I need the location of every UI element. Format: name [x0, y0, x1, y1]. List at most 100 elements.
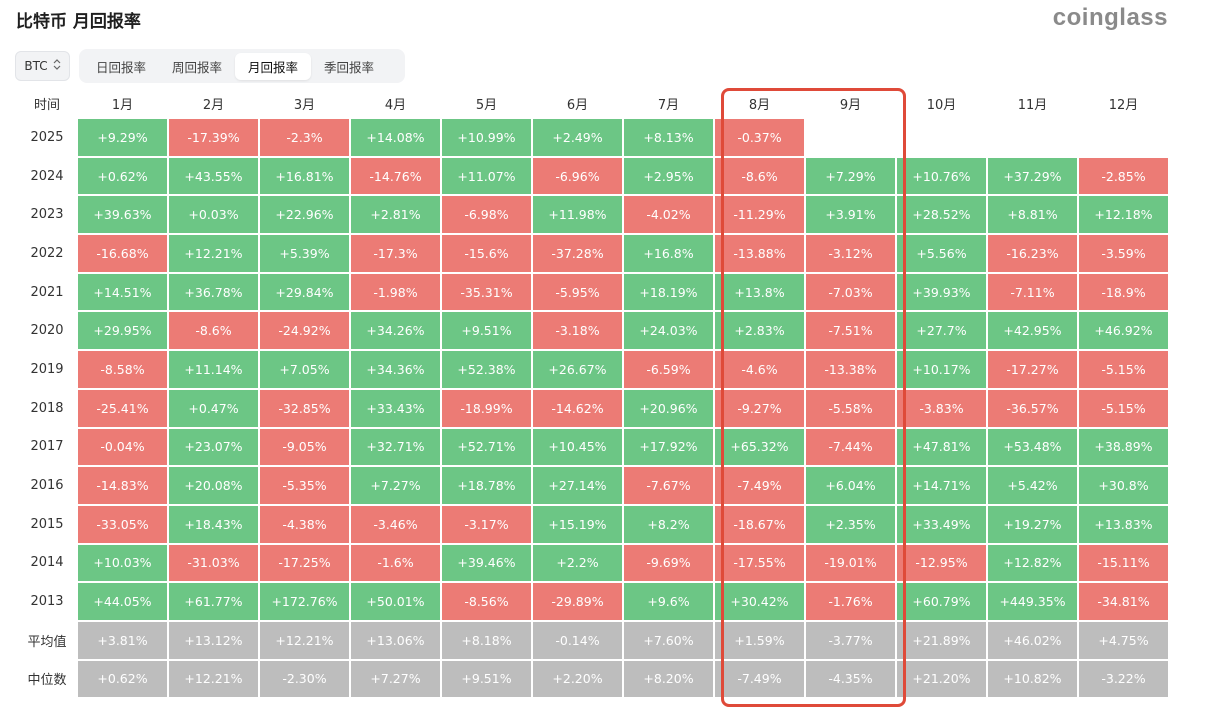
row-label: 2016: [18, 467, 76, 506]
return-cell: -16.68%: [78, 235, 167, 274]
return-cell: -1.6%: [351, 544, 440, 584]
table-row: 2016 -14.83% +20.08% -5.35% +7.27% +18.78% +27…: [18, 467, 1168, 506]
return-cell: -4.38%: [260, 505, 349, 545]
return-cell: -7.49%: [715, 467, 804, 506]
return-cell: +23.07%: [169, 428, 258, 468]
return-cell: +50.01%: [351, 583, 440, 622]
return-cell: +5.39%: [260, 235, 349, 274]
return-cell: +5.56%: [897, 235, 986, 274]
tab-monthly[interactable]: 月回报率: [235, 52, 312, 80]
tab-quarterly[interactable]: 季回报率: [324, 59, 375, 75]
return-cell: -3.12%: [806, 235, 895, 274]
return-cell: +13.83%: [1079, 505, 1168, 545]
return-cell: -3.59%: [1079, 235, 1168, 274]
return-cell: +9.6%: [624, 583, 713, 622]
return-cell: -0.04%: [78, 428, 167, 468]
table-row: 2025 +9.29% -17.39% -2.3% +14.08% +10.99% +2.4…: [18, 119, 1168, 158]
return-cell: +7.05%: [260, 351, 349, 390]
table-row: 2022 -16.68% +12.21% +5.39% -17.3% -15.6% -37.…: [18, 235, 1168, 274]
tab-daily[interactable]: 日回报率: [96, 59, 147, 75]
return-cell: +14.51%: [78, 273, 167, 313]
return-cell: +33.43%: [351, 389, 440, 429]
returns-table: 时间 1月 2月 3月 4月 5月 6月 7月 8月 9月 10月 11月 12月 2025 +9.29…: [16, 87, 1170, 700]
return-cell: -5.15%: [1079, 351, 1168, 390]
return-cell: +2.35%: [806, 505, 895, 545]
return-cell: -6.98%: [442, 196, 531, 236]
return-cell: +11.98%: [533, 196, 622, 236]
return-cell: -7.44%: [806, 428, 895, 468]
return-cell: +6.04%: [806, 467, 895, 506]
return-cell: +10.45%: [533, 428, 622, 468]
return-cell: +7.60%: [624, 621, 713, 661]
return-cell: +7.27%: [351, 660, 440, 700]
return-cell: -25.41%: [78, 389, 167, 429]
table-row: 2014 +10.03% -31.03% -17.25% -1.6% +39.46% +2.…: [18, 544, 1168, 584]
return-cell: +10.82%: [988, 660, 1077, 700]
column-header-month: 11月: [1017, 97, 1048, 113]
return-cell: +8.2%: [624, 505, 713, 545]
row-label: 2017: [18, 429, 76, 468]
return-cell: +13.06%: [351, 621, 440, 661]
return-cell: +7.29%: [806, 157, 895, 197]
return-cell: +9.51%: [442, 312, 531, 352]
table-row: 2015 -33.05% +18.43% -4.38% -3.46% -3.17% +15.…: [18, 505, 1168, 545]
return-cell: +19.27%: [988, 505, 1077, 545]
return-cell: +21.20%: [897, 660, 986, 700]
return-cell: -18.67%: [715, 505, 804, 545]
return-cell: +22.96%: [260, 196, 349, 236]
return-cell: +7.27%: [351, 467, 440, 506]
return-cell: +8.81%: [988, 196, 1077, 236]
coin-select[interactable]: BTC: [15, 51, 70, 81]
column-header-month: 4月: [384, 97, 407, 113]
return-cell: -18.9%: [1079, 273, 1168, 313]
chevron-up-down-icon: [53, 59, 61, 73]
return-cell: -2.85%: [1079, 157, 1168, 197]
row-label: 2014: [18, 545, 76, 584]
summary-row: 平均值 +3.81% +13.12% +12.21% +13.06% +8.18% -0.1…: [18, 621, 1168, 661]
return-cell: +65.32%: [715, 428, 804, 468]
row-label: 2013: [18, 583, 76, 622]
return-cell: +46.02%: [988, 621, 1077, 661]
return-cell: +8.13%: [624, 119, 713, 158]
table-row: 2024 +0.62% +43.55% +16.81% -14.76% +11.07% -6…: [18, 157, 1168, 197]
return-cell: -29.89%: [533, 583, 622, 622]
row-label: 平均值: [18, 622, 76, 661]
return-cell: -4.02%: [624, 196, 713, 236]
return-cell: +47.81%: [897, 428, 986, 468]
return-cell: +12.21%: [169, 235, 258, 274]
table-row: 2023 +39.63% +0.03% +22.96% +2.81% -6.98% +11.…: [18, 196, 1168, 236]
period-tabs: 日回报率 周回报率 月回报率 季回报率: [79, 49, 405, 83]
return-cell: +24.03%: [624, 312, 713, 352]
column-header-month: 8月: [748, 97, 771, 113]
return-cell: -31.03%: [169, 544, 258, 584]
return-cell: +3.81%: [78, 621, 167, 661]
return-cell: +2.95%: [624, 157, 713, 197]
return-cell: +9.29%: [78, 119, 167, 158]
return-cell: -37.28%: [533, 235, 622, 274]
return-cell: [806, 119, 895, 158]
return-cell: +4.75%: [1079, 621, 1168, 661]
return-cell: -9.69%: [624, 544, 713, 584]
return-cell: [1079, 119, 1168, 158]
return-cell: +37.29%: [988, 157, 1077, 197]
return-cell: -3.17%: [442, 505, 531, 545]
return-cell: +14.71%: [897, 467, 986, 506]
return-cell: +13.12%: [169, 621, 258, 661]
row-label: 2020: [18, 312, 76, 352]
row-label: 2022: [18, 235, 76, 274]
return-cell: +18.19%: [624, 273, 713, 313]
return-cell: +46.92%: [1079, 312, 1168, 352]
row-label: 2015: [18, 506, 76, 545]
tab-weekly[interactable]: 周回报率: [172, 59, 223, 75]
return-cell: +9.51%: [442, 660, 531, 700]
table-row: 2017 -0.04% +23.07% -9.05% +32.71% +52.71% +10…: [18, 428, 1168, 468]
return-cell: +1.59%: [715, 621, 804, 661]
return-cell: -3.83%: [897, 389, 986, 429]
row-label: 2018: [18, 390, 76, 429]
return-cell: -14.62%: [533, 389, 622, 429]
column-header-month: 10月: [926, 97, 957, 113]
column-header-month: 1月: [111, 97, 134, 113]
return-cell: -6.59%: [624, 351, 713, 390]
return-cell: +43.55%: [169, 157, 258, 197]
table-row: 2021 +14.51% +36.78% +29.84% -1.98% -35.31% -5…: [18, 273, 1168, 313]
